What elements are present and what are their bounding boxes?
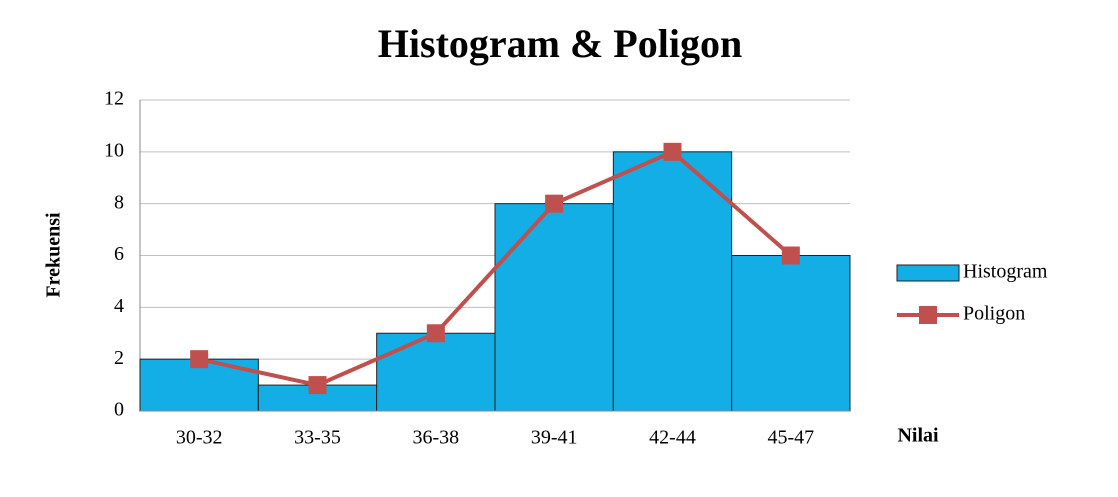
y-tick-label: 0 (114, 399, 124, 421)
x-tick-label: 39-41 (531, 427, 578, 449)
bar (612, 151, 733, 412)
marker (308, 376, 327, 395)
marker (545, 194, 564, 213)
x-tick-label: 42-44 (649, 427, 696, 449)
y-tick-label: 6 (114, 243, 124, 265)
x-tick-label: 45-47 (767, 427, 814, 449)
y-tick-label: 2 (114, 347, 124, 369)
chart-title: Histogram & Poligon (378, 21, 742, 66)
legend-label: Poligon (963, 303, 1025, 325)
bar (494, 203, 614, 412)
marker (663, 142, 682, 161)
y-tick-label: 12 (104, 88, 124, 110)
legend-label: Histogram (963, 261, 1048, 283)
y-tick-label: 4 (114, 295, 124, 317)
marker (426, 324, 445, 343)
x-tick-label: 30-32 (176, 427, 223, 449)
marker (190, 350, 209, 369)
x-tick-label: 33-35 (294, 427, 341, 449)
bar (376, 332, 496, 412)
x-axis-label: Nilai (897, 425, 939, 447)
legend-swatch (896, 264, 960, 282)
legend-swatch (919, 306, 937, 324)
y-tick-label: 8 (114, 191, 124, 213)
x-tick-label: 36-38 (412, 427, 459, 449)
y-tick-label: 10 (104, 139, 124, 161)
y-axis-label: Frekuensi (43, 212, 65, 298)
bar (731, 255, 851, 412)
line (198, 149, 793, 388)
marker (781, 246, 800, 265)
